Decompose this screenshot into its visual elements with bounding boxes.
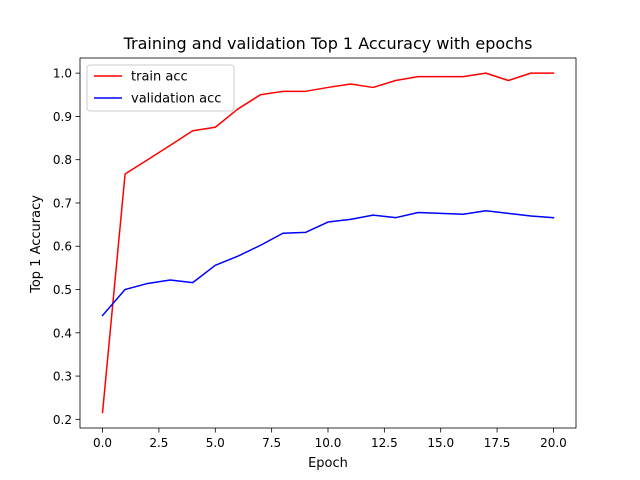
x-tick-label: 0.0 <box>93 436 112 450</box>
x-tick-label: 20.0 <box>540 436 567 450</box>
x-axis-label: Epoch <box>308 456 348 471</box>
y-tick-label: 0.8 <box>53 153 72 167</box>
legend-box <box>86 64 235 112</box>
y-tick-label: 0.9 <box>53 110 72 124</box>
y-tick-label: 0.2 <box>53 413 72 427</box>
x-tick-label: 2.5 <box>149 436 168 450</box>
series-line-train-acc <box>101 72 555 414</box>
y-tick-label: 0.5 <box>53 283 72 297</box>
y-tick-label: 0.7 <box>53 196 72 210</box>
x-tick-label: 7.5 <box>262 436 281 450</box>
x-tick-label: 17.5 <box>484 436 511 450</box>
series-line-validation-acc <box>101 210 555 317</box>
plot-area: 0.0 2.5 5.0 7.5 10.0 12.5 15.0 17.5 20.0 0.2 0.3 0.… <box>53 57 577 450</box>
legend-label-validation-acc: validation acc <box>131 92 221 107</box>
x-tick-label: 10.0 <box>315 436 342 450</box>
y-axis-label: Top 1 Accuracy <box>29 195 44 294</box>
chart-title: Training and validation Top 1 Accuracy w… <box>123 34 533 53</box>
y-tick-label: 0.6 <box>53 240 72 254</box>
legend-label-train-acc: train acc <box>131 70 188 85</box>
x-tick-label: 5.0 <box>206 436 225 450</box>
y-tick-label: 0.3 <box>53 370 72 384</box>
x-tick-label: 12.5 <box>371 436 398 450</box>
x-tick-label: 15.0 <box>427 436 454 450</box>
y-tick-label: 1.0 <box>53 67 72 81</box>
legend: train acc validation acc <box>86 64 235 112</box>
y-tick-label: 0.4 <box>53 326 72 340</box>
